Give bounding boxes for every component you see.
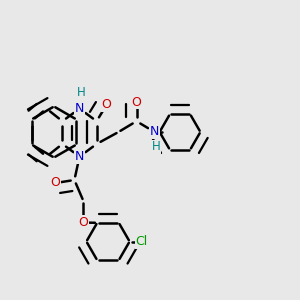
Text: N: N [150, 125, 159, 139]
Text: N: N [75, 102, 84, 115]
Text: O: O [102, 98, 111, 112]
Text: Cl: Cl [136, 235, 148, 248]
Text: H: H [76, 86, 85, 100]
Text: O: O [79, 216, 88, 229]
Text: O: O [132, 95, 141, 109]
Text: H: H [152, 140, 160, 154]
Text: O: O [51, 176, 60, 190]
Text: N: N [75, 150, 84, 163]
